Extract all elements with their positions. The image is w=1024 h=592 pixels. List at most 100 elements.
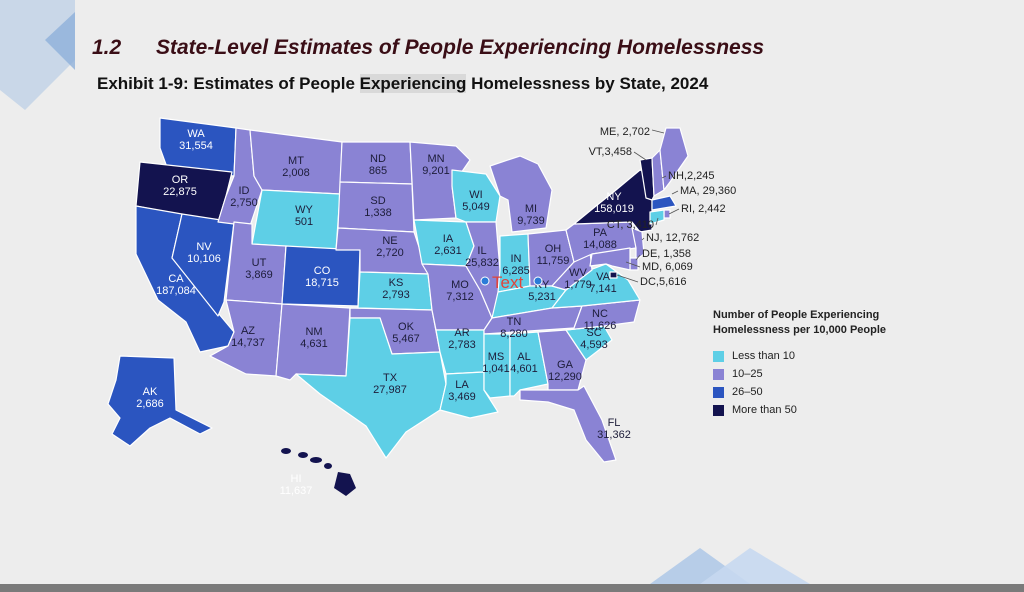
state-shape-mi	[489, 155, 553, 233]
state-value-nm: 4,631	[300, 338, 328, 350]
state-label-md: MD,	[642, 261, 665, 273]
state-label-fl: FL	[608, 417, 621, 429]
legend-title-line2: Homelessness per 10,000 People	[713, 324, 887, 336]
state-value-wi: 5,049	[462, 201, 490, 213]
state-value-wy: 501	[295, 216, 313, 228]
state-value-nd: 865	[369, 165, 387, 177]
state-label-pa: PA	[593, 227, 608, 239]
state-value-wv: 1,779	[564, 279, 592, 291]
state-callout-me: ME, 2,702	[600, 126, 650, 138]
state-shape-vt	[639, 157, 655, 201]
state-label-il: IL	[477, 245, 486, 257]
state-label-de: DE,	[642, 248, 663, 260]
state-label-in: IN	[511, 253, 522, 265]
state-label-wa: WA	[187, 128, 205, 140]
annotation-dot-left	[480, 276, 490, 286]
state-value-ca: 187,084	[156, 285, 196, 297]
legend-swatch	[713, 350, 724, 362]
leader-line-dc	[616, 274, 639, 283]
state-label-ma: MA,	[680, 185, 703, 197]
state-value-or: 22,875	[163, 186, 197, 198]
state-label-ia: IA	[443, 233, 454, 245]
state-callout-de: DE, 1,358	[642, 248, 691, 260]
exhibit-title-prefix: Exhibit 1-9: Estimates of People	[97, 74, 360, 93]
state-value-ne: 2,720	[376, 247, 404, 259]
state-shape-ak	[107, 355, 213, 447]
state-value-nv: 10,106	[187, 253, 221, 265]
leader-line-de	[635, 254, 641, 261]
state-value-hi: 11,637	[280, 485, 313, 497]
state-label-mn: MN	[427, 153, 444, 165]
exhibit-title-highlight: Experiencing	[359, 74, 467, 93]
state-label-ak: AK	[143, 386, 158, 398]
state-label-mt: MT	[288, 155, 304, 167]
exhibit-title-suffix: Homelessness by State, 2024	[466, 74, 709, 93]
state-callout-ma: MA, 29,360	[680, 185, 736, 197]
legend-item-10-25: 10–25	[713, 366, 886, 382]
state-shape-fl	[519, 385, 617, 463]
state-value-id: 2,750	[230, 197, 258, 209]
state-callout-ct: CT, 3,410	[607, 219, 654, 231]
state-callout-dc: DC,5,616	[640, 276, 686, 288]
state-value-me: 2,702	[622, 126, 650, 138]
state-value-ak: 2,686	[136, 398, 164, 410]
legend-item-more-than-50: More than 50	[713, 402, 886, 418]
leader-line-nj	[641, 237, 645, 241]
state-value-sd: 1,338	[364, 207, 392, 219]
state-label-sc: SC	[586, 327, 601, 339]
state-value-pa: 14,088	[583, 239, 617, 251]
state-value-ks: 2,793	[382, 289, 410, 301]
legend-label: Less than 10	[732, 350, 795, 362]
leader-line-ma	[671, 190, 679, 195]
state-label-hi: HI	[291, 473, 302, 485]
exhibit-title: Exhibit 1-9: Estimates of People Experie…	[97, 74, 708, 94]
state-value-va: 7,141	[589, 283, 617, 295]
state-shape-nj	[631, 227, 645, 261]
state-shape-me	[659, 127, 689, 191]
state-label-ne: NE	[382, 235, 397, 247]
state-label-mi: MI	[525, 203, 537, 215]
state-label-ok: OK	[398, 321, 415, 333]
legend-label: More than 50	[732, 404, 797, 416]
state-label-sd: SD	[370, 195, 385, 207]
state-label-ms: MS	[488, 351, 505, 363]
state-label-nh: NH,	[668, 170, 687, 182]
state-label-vt: VT,	[589, 146, 605, 158]
state-label-tn: TN	[507, 316, 522, 328]
state-label-nc: NC	[592, 308, 608, 320]
state-label-me: ME,	[600, 126, 623, 138]
state-callout-vt: VT,3,458	[589, 146, 632, 158]
state-value-tn: 8,280	[500, 328, 528, 340]
state-label-oh: OH	[545, 243, 562, 255]
state-label-nj: NJ,	[646, 232, 666, 244]
state-label-mo: MO	[451, 279, 469, 291]
state-label-id: ID	[239, 185, 250, 197]
state-value-az: 14,737	[231, 337, 265, 349]
state-callout-nh: NH,2,245	[668, 170, 714, 182]
state-callout-ri: RI, 2,442	[681, 203, 726, 215]
state-label-ga: GA	[557, 359, 574, 371]
state-label-wy: WY	[295, 204, 313, 216]
leader-line-nh	[661, 175, 667, 179]
state-value-ms: 1,041	[482, 363, 510, 375]
state-value-nj: 12,762	[666, 232, 700, 244]
state-value-mi: 9,739	[517, 215, 545, 227]
state-label-nm: NM	[305, 326, 322, 338]
state-value-ga: 12,290	[548, 371, 582, 383]
state-shape-dc	[609, 271, 618, 279]
leader-line-me	[651, 129, 665, 134]
leader-line-ri	[668, 208, 680, 215]
state-value-ar: 2,783	[448, 339, 476, 351]
state-label-co: CO	[314, 265, 331, 277]
state-label-la: LA	[455, 379, 469, 391]
state-value-mn: 9,201	[422, 165, 450, 177]
state-value-fl: 31,362	[597, 429, 631, 441]
state-value-de: 1,358	[663, 248, 691, 260]
state-callout-nj: NJ, 12,762	[646, 232, 699, 244]
state-value-ma: 29,360	[703, 185, 737, 197]
state-value-mo: 7,312	[446, 291, 474, 303]
section-title: 1.2 State-Level Estimates of People Exper…	[92, 36, 764, 60]
state-value-co: 18,715	[305, 277, 339, 289]
section-title-text: State-Level Estimates of People Experien…	[156, 36, 765, 59]
legend-swatch	[713, 386, 724, 398]
